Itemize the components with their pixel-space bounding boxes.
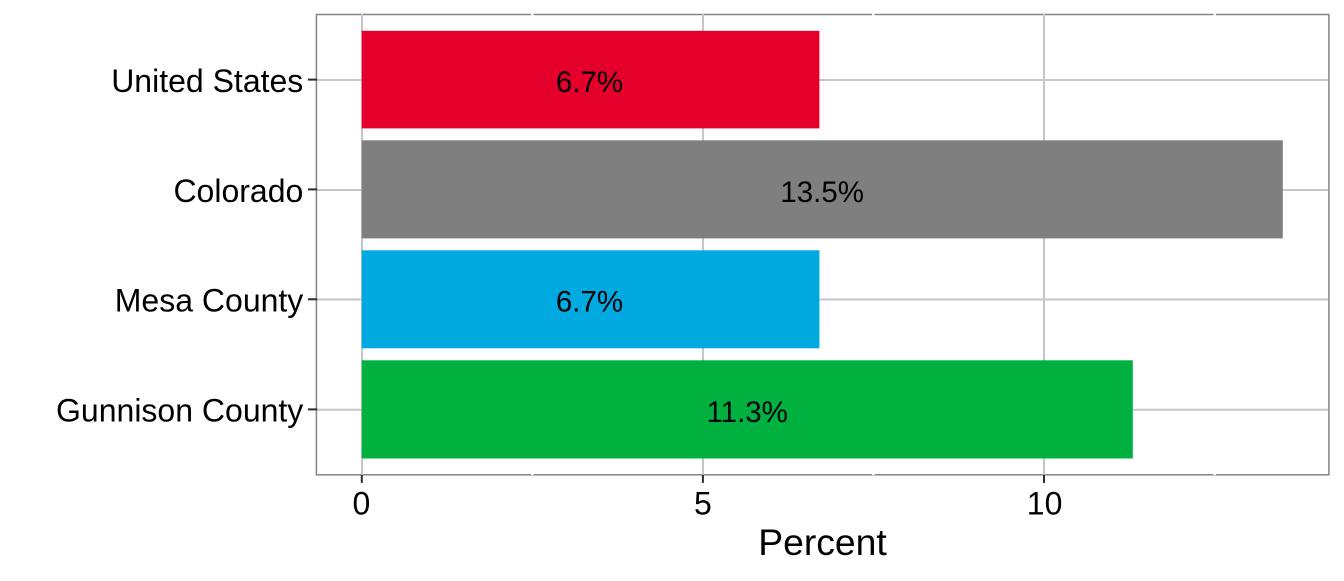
svg-text:6.7%: 6.7%	[556, 286, 623, 319]
svg-text:Gunnison County: Gunnison County	[56, 393, 303, 429]
svg-text:United States: United States	[111, 63, 303, 99]
svg-text:Colorado: Colorado	[173, 173, 303, 209]
svg-text:10: 10	[1027, 486, 1063, 522]
svg-text:Percent: Percent	[758, 521, 887, 563]
svg-text:6.7%: 6.7%	[556, 66, 623, 99]
svg-text:11.3%: 11.3%	[706, 396, 787, 429]
svg-text:Mesa County: Mesa County	[115, 283, 304, 319]
svg-text:5: 5	[694, 486, 712, 522]
svg-text:13.5%: 13.5%	[780, 176, 864, 209]
svg-text:0: 0	[353, 486, 371, 522]
